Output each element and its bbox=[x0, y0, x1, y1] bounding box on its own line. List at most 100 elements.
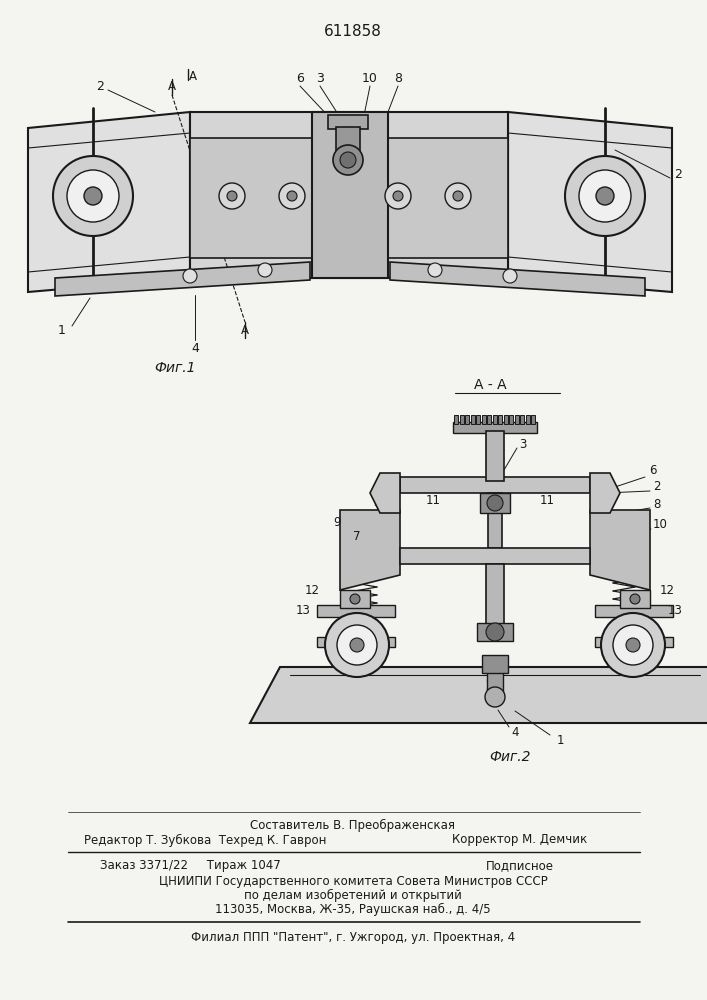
Polygon shape bbox=[340, 510, 400, 590]
Text: 4: 4 bbox=[511, 726, 519, 740]
Text: А - А: А - А bbox=[474, 378, 506, 392]
Text: Составитель В. Преображенская: Составитель В. Преображенская bbox=[250, 818, 455, 832]
Text: 9: 9 bbox=[333, 516, 341, 530]
Circle shape bbox=[487, 495, 503, 511]
Circle shape bbox=[325, 613, 389, 677]
Bar bbox=[482, 415, 486, 424]
Circle shape bbox=[350, 638, 364, 652]
Polygon shape bbox=[370, 473, 400, 513]
Bar bbox=[345, 617, 365, 639]
Text: А: А bbox=[168, 81, 176, 94]
Circle shape bbox=[340, 152, 356, 168]
Text: 13: 13 bbox=[667, 604, 682, 617]
Text: Корректор М. Демчик: Корректор М. Демчик bbox=[452, 834, 588, 846]
Text: Редактор Т. Зубкова  Техред К. Гаврон: Редактор Т. Зубкова Техред К. Гаврон bbox=[84, 833, 326, 847]
Text: 5: 5 bbox=[373, 496, 380, 510]
Circle shape bbox=[445, 183, 471, 209]
Text: Заказ 3371/22     Тираж 1047: Заказ 3371/22 Тираж 1047 bbox=[100, 859, 281, 872]
Circle shape bbox=[183, 269, 197, 283]
Bar bbox=[477, 415, 481, 424]
Bar bbox=[526, 415, 530, 424]
Text: ЦНИИПИ Государственного комитета Совета Министров СССР: ЦНИИПИ Государственного комитета Совета … bbox=[158, 874, 547, 888]
Bar bbox=[460, 415, 464, 424]
Circle shape bbox=[67, 170, 119, 222]
Bar bbox=[336, 127, 360, 155]
Bar bbox=[486, 564, 504, 624]
Circle shape bbox=[385, 183, 411, 209]
Text: 8: 8 bbox=[653, 498, 660, 512]
Text: 6: 6 bbox=[296, 73, 304, 86]
Bar bbox=[328, 115, 368, 129]
Text: А: А bbox=[189, 70, 197, 83]
Text: 1: 1 bbox=[58, 324, 66, 336]
Text: 3: 3 bbox=[316, 73, 324, 86]
Bar bbox=[477, 623, 513, 641]
Polygon shape bbox=[362, 138, 508, 258]
Polygon shape bbox=[508, 112, 672, 292]
Circle shape bbox=[279, 183, 305, 209]
Bar bbox=[498, 415, 503, 424]
Bar bbox=[465, 415, 469, 424]
Bar bbox=[317, 605, 395, 617]
Circle shape bbox=[630, 594, 640, 604]
Text: А: А bbox=[241, 324, 249, 336]
Circle shape bbox=[503, 269, 517, 283]
Text: 3: 3 bbox=[520, 438, 527, 452]
Circle shape bbox=[579, 170, 631, 222]
Text: 2: 2 bbox=[674, 168, 682, 182]
Bar bbox=[453, 422, 537, 433]
Text: 4: 4 bbox=[191, 342, 199, 355]
Bar bbox=[515, 415, 519, 424]
Text: 10: 10 bbox=[653, 518, 667, 532]
Circle shape bbox=[287, 191, 297, 201]
Text: 11: 11 bbox=[539, 493, 554, 506]
Polygon shape bbox=[190, 138, 338, 258]
Bar bbox=[620, 590, 650, 608]
Circle shape bbox=[393, 191, 403, 201]
Text: 13: 13 bbox=[296, 604, 310, 617]
Circle shape bbox=[350, 594, 360, 604]
Polygon shape bbox=[55, 262, 310, 296]
Bar bbox=[340, 590, 370, 608]
Text: Фиг.1: Фиг.1 bbox=[154, 361, 196, 375]
Circle shape bbox=[596, 187, 614, 205]
Text: 7: 7 bbox=[354, 530, 361, 544]
Polygon shape bbox=[590, 510, 650, 590]
Bar bbox=[400, 477, 590, 493]
Bar bbox=[400, 548, 590, 564]
Bar bbox=[504, 415, 508, 424]
Bar bbox=[625, 617, 645, 639]
Circle shape bbox=[227, 191, 237, 201]
Text: 8: 8 bbox=[394, 73, 402, 86]
Circle shape bbox=[626, 638, 640, 652]
Bar bbox=[487, 671, 503, 696]
Bar bbox=[493, 415, 497, 424]
Circle shape bbox=[601, 613, 665, 677]
Circle shape bbox=[84, 187, 102, 205]
Bar bbox=[595, 605, 673, 617]
Text: 113035, Москва, Ж-35, Раушская наб., д. 4/5: 113035, Москва, Ж-35, Раушская наб., д. … bbox=[215, 902, 491, 916]
Circle shape bbox=[53, 156, 133, 236]
Text: 11: 11 bbox=[426, 493, 440, 506]
Text: 10: 10 bbox=[362, 73, 378, 86]
Bar bbox=[480, 493, 510, 513]
Circle shape bbox=[565, 156, 645, 236]
Polygon shape bbox=[590, 473, 620, 513]
Text: 6: 6 bbox=[649, 464, 657, 477]
Circle shape bbox=[258, 263, 272, 277]
Text: Филиал ППП "Патент", г. Ужгород, ул. Проектная, 4: Филиал ППП "Патент", г. Ужгород, ул. Про… bbox=[191, 930, 515, 944]
Text: 1: 1 bbox=[556, 734, 563, 746]
Bar bbox=[471, 415, 475, 424]
Bar bbox=[595, 637, 673, 647]
Bar bbox=[317, 637, 395, 647]
Polygon shape bbox=[190, 112, 508, 278]
Polygon shape bbox=[28, 112, 190, 292]
Text: 12: 12 bbox=[660, 584, 674, 596]
Text: Фиг.2: Фиг.2 bbox=[489, 750, 531, 764]
Circle shape bbox=[485, 687, 505, 707]
Circle shape bbox=[613, 625, 653, 665]
Text: Подписное: Подписное bbox=[486, 859, 554, 872]
Bar bbox=[488, 415, 491, 424]
Polygon shape bbox=[250, 667, 707, 723]
Circle shape bbox=[337, 625, 377, 665]
